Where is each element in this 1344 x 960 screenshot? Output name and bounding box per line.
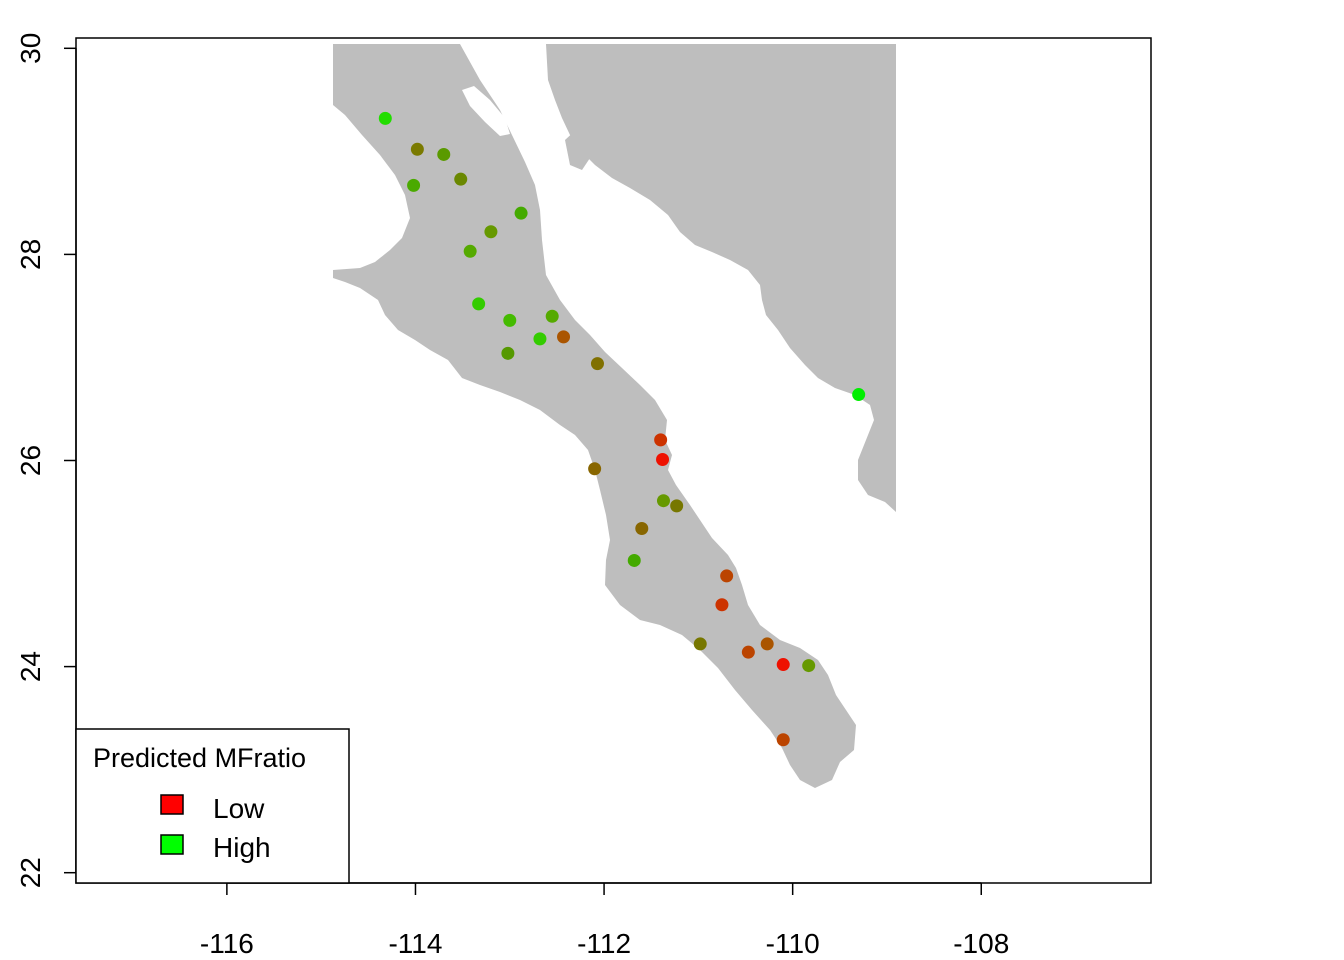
data-point <box>656 452 670 466</box>
x-tick-label: -108 <box>953 928 1009 959</box>
data-point <box>776 733 790 747</box>
data-point <box>654 433 668 447</box>
data-point <box>715 598 729 612</box>
legend-box <box>75 728 350 884</box>
legend-swatch-low <box>160 794 184 815</box>
data-point <box>741 645 755 659</box>
data-point <box>670 499 684 513</box>
mainland-sonora-sinaloa-land <box>546 44 896 512</box>
data-point <box>437 147 451 161</box>
data-point <box>852 388 866 402</box>
x-tick-label: -110 <box>766 928 820 959</box>
data-points <box>378 111 866 747</box>
legend-label-low: Low <box>213 793 265 824</box>
x-axis: -116 -114 -112 -110 -108 <box>200 882 1009 959</box>
data-point <box>760 637 774 651</box>
data-point <box>514 206 528 220</box>
data-point <box>533 332 547 346</box>
data-point <box>503 313 517 327</box>
data-point <box>776 658 790 672</box>
angel-de-la-guarda-island-land <box>462 86 510 136</box>
legend-swatch-high <box>160 834 184 855</box>
y-tick-label: 26 <box>15 445 46 476</box>
legend-label-high: High <box>213 832 271 863</box>
data-point <box>588 462 602 476</box>
data-point <box>627 553 641 567</box>
legend: Predicted MFratio Low High <box>75 728 350 884</box>
data-point <box>802 659 816 673</box>
data-point <box>720 569 734 583</box>
data-point <box>635 522 649 536</box>
data-point <box>454 172 468 186</box>
y-tick-label: 30 <box>15 33 46 64</box>
x-tick-label: -116 <box>200 928 254 959</box>
y-tick-label: 24 <box>15 651 46 682</box>
x-tick-label: -112 <box>577 928 631 959</box>
legend-title: Predicted MFratio <box>93 743 306 773</box>
data-point <box>472 297 486 311</box>
data-point <box>410 142 424 156</box>
data-point <box>545 309 559 323</box>
data-point <box>407 178 421 192</box>
y-tick-label: 28 <box>15 239 46 270</box>
data-point <box>656 494 670 508</box>
data-point <box>693 637 707 651</box>
data-point <box>590 357 604 371</box>
y-axis: 22 24 26 28 30 <box>15 33 77 888</box>
y-tick-label: 22 <box>15 857 46 888</box>
data-point <box>557 330 571 344</box>
data-point <box>501 346 515 360</box>
x-tick-label: -114 <box>388 928 442 959</box>
data-point <box>378 111 392 125</box>
data-point <box>463 244 477 258</box>
data-point <box>484 225 498 239</box>
tiburon-island-land <box>565 128 590 170</box>
